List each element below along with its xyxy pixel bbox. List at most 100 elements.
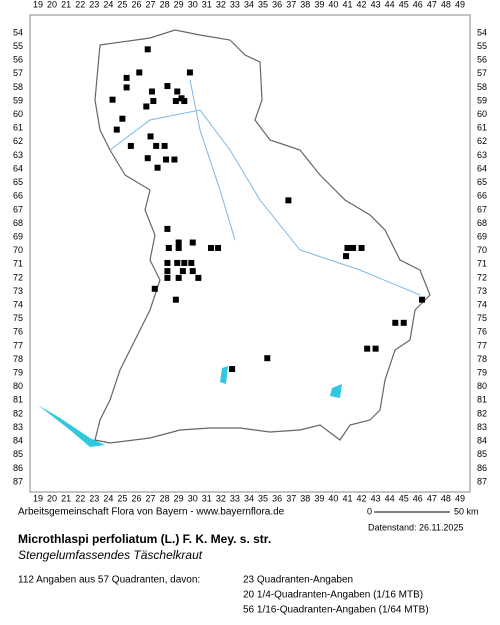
x-tick-label: 26 — [131, 0, 141, 9]
y-tick-label: 70 — [477, 245, 487, 255]
y-tick-label: 87 — [477, 476, 487, 486]
x-tick-label: 24 — [103, 493, 113, 503]
y-tick-label: 66 — [13, 191, 23, 201]
y-tick-label: 79 — [13, 368, 23, 378]
lake — [220, 366, 228, 384]
title: Microthlaspi perfoliatum (L.) F. K. Mey.… — [18, 532, 271, 546]
y-tick-label: 79 — [477, 368, 487, 378]
occurrence-marker — [144, 46, 151, 53]
y-tick-label: 68 — [13, 218, 23, 228]
x-tick-label: 44 — [385, 493, 395, 503]
occurrence-marker — [119, 115, 126, 122]
x-tick-label: 45 — [399, 0, 409, 9]
x-tick-label: 37 — [286, 0, 296, 9]
x-tick-label: 41 — [342, 0, 352, 9]
occurrence-marker — [181, 98, 188, 105]
x-tick-label: 26 — [131, 493, 141, 503]
x-tick-label: 27 — [146, 0, 156, 9]
y-tick-label: 58 — [477, 82, 487, 92]
y-tick-label: 86 — [477, 463, 487, 473]
y-tick-label: 59 — [477, 95, 487, 105]
x-tick-label: 23 — [89, 493, 99, 503]
occurrence-marker — [175, 239, 182, 246]
occurrence-marker — [189, 239, 196, 246]
x-tick-label: 46 — [413, 493, 423, 503]
occurrence-marker — [109, 96, 116, 103]
x-tick-label: 20 — [47, 493, 57, 503]
y-tick-label: 76 — [477, 327, 487, 337]
y-tick-label: 72 — [477, 272, 487, 282]
occurrence-marker — [174, 259, 181, 266]
y-tick-label: 55 — [477, 41, 487, 51]
y-tick-label: 60 — [13, 109, 23, 119]
y-tick-label: 54 — [477, 27, 487, 37]
x-tick-label: 34 — [244, 0, 254, 9]
y-tick-label: 64 — [13, 163, 23, 173]
date: Datenstand: 26.11.2025 — [368, 522, 463, 532]
x-tick-label: 38 — [300, 0, 310, 9]
occurrence-marker — [350, 244, 357, 251]
y-tick-label: 70 — [13, 245, 23, 255]
occurrence-marker — [164, 268, 171, 275]
x-tick-label: 39 — [314, 0, 324, 9]
river — [189, 79, 236, 241]
occurrence-marker — [344, 244, 351, 251]
y-tick-label: 75 — [477, 313, 487, 323]
x-tick-label: 40 — [328, 493, 338, 503]
x-tick-label: 32 — [216, 0, 226, 9]
occurrence-marker — [195, 274, 202, 281]
x-tick-label: 30 — [188, 493, 198, 503]
occurrence-marker — [153, 142, 160, 149]
y-tick-label: 86 — [13, 463, 23, 473]
occurrence-marker — [123, 74, 130, 81]
x-tick-label: 48 — [441, 0, 451, 9]
occurrence-marker — [172, 98, 179, 105]
y-tick-label: 55 — [13, 41, 23, 51]
x-tick-label: 22 — [75, 493, 85, 503]
occurrence-marker — [175, 244, 182, 251]
y-tick-label: 82 — [477, 408, 487, 418]
x-tick-label: 49 — [455, 0, 465, 9]
x-tick-label: 27 — [146, 493, 156, 503]
y-tick-label: 77 — [477, 340, 487, 350]
occurrence-marker — [264, 355, 271, 362]
x-tick-label: 19 — [33, 493, 43, 503]
x-tick-label: 30 — [188, 0, 198, 9]
occurrence-marker — [171, 156, 178, 163]
y-tick-label: 81 — [477, 395, 487, 405]
x-tick-label: 20 — [47, 0, 57, 9]
y-tick-label: 73 — [13, 286, 23, 296]
y-tick-label: 71 — [477, 259, 487, 269]
occurrence-marker — [181, 259, 188, 266]
occurrence-marker — [392, 319, 399, 326]
y-tick-label: 59 — [13, 95, 23, 105]
y-tick-label: 61 — [13, 123, 23, 133]
occurrence-marker — [144, 155, 151, 162]
occurrence-marker — [163, 156, 170, 163]
y-tick-label: 74 — [13, 299, 23, 309]
occurrence-marker — [188, 259, 195, 266]
occurrence-marker — [189, 268, 196, 275]
x-tick-label: 23 — [89, 0, 99, 9]
y-tick-label: 64 — [477, 163, 487, 173]
x-tick-label: 40 — [328, 0, 338, 9]
x-tick-label: 46 — [413, 0, 423, 9]
x-tick-label: 21 — [61, 0, 71, 9]
x-tick-label: 33 — [230, 493, 240, 503]
occurrence-marker — [151, 285, 158, 292]
occurrence-marker — [143, 103, 150, 110]
y-tick-label: 57 — [13, 68, 23, 78]
x-tick-label: 29 — [174, 493, 184, 503]
occurrence-marker — [215, 244, 222, 251]
y-tick-label: 57 — [477, 68, 487, 78]
y-tick-label: 80 — [13, 381, 23, 391]
x-tick-label: 47 — [427, 0, 437, 9]
y-tick-label: 66 — [477, 191, 487, 201]
y-tick-label: 65 — [13, 177, 23, 187]
x-tick-label: 41 — [342, 493, 352, 503]
bavaria-outline — [94, 29, 431, 444]
x-tick-label: 22 — [75, 0, 85, 9]
x-tick-label: 49 — [455, 493, 465, 503]
y-tick-label: 83 — [13, 422, 23, 432]
occurrence-marker — [113, 126, 120, 133]
